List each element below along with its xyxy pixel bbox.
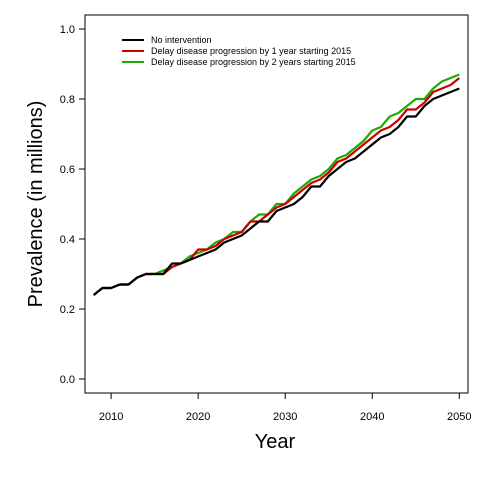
y-axis: 0.0 0.2 0.4 0.6 0.8 1.0: [60, 24, 85, 386]
legend-label-3: Delay disease progression by 2 years sta…: [151, 57, 356, 67]
legend-label-1: No intervention: [151, 35, 212, 45]
x-axis: 2010 2020 2030 2040 2050: [99, 393, 472, 423]
y-tick-label: 0.2: [60, 304, 75, 316]
legend-label-2: Delay disease progression by 1 year star…: [151, 46, 351, 56]
x-tick-label: 2010: [99, 411, 123, 423]
y-tick-label: 0.6: [60, 164, 75, 176]
y-axis-title: Prevalence (in millions): [25, 101, 47, 308]
series-layer: [93, 73, 460, 296]
x-axis-title: Year: [255, 431, 296, 453]
series-line-1: [93, 87, 460, 296]
x-tick-label: 2050: [447, 411, 471, 423]
x-tick-label: 2030: [273, 411, 297, 423]
series-line-3: [93, 73, 460, 296]
series-line-2: [93, 77, 460, 296]
x-tick-label: 2040: [360, 411, 384, 423]
plot-frame: [84, 14, 469, 394]
y-tick-label: 0.4: [60, 234, 75, 246]
y-tick-label: 0.8: [60, 94, 75, 106]
y-tick-label: 0.0: [60, 374, 75, 386]
x-tick-label: 2020: [186, 411, 210, 423]
y-tick-label: 1.0: [60, 24, 75, 36]
